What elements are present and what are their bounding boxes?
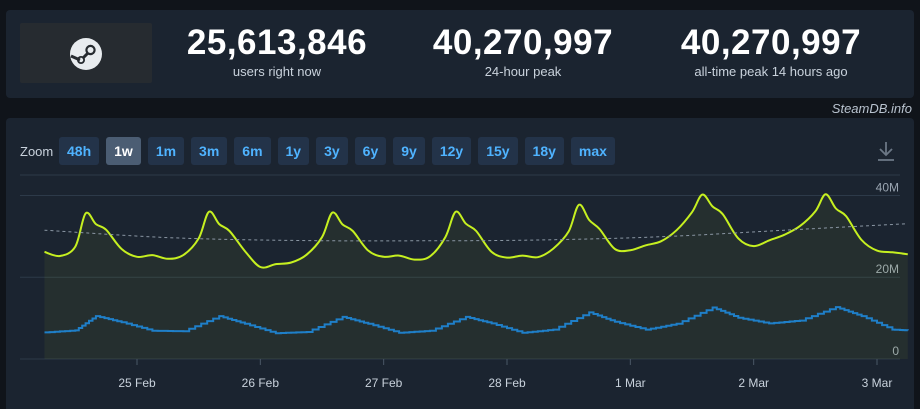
x-tick-label-3: 28 Feb bbox=[488, 376, 526, 390]
zoom-label: Zoom bbox=[20, 144, 54, 159]
in-game-line bbox=[44, 306, 909, 335]
zoom-button-12y[interactable]: 12y bbox=[431, 137, 472, 165]
steam-logo-icon bbox=[70, 38, 102, 70]
x-tick-label-0: 25 Feb bbox=[118, 376, 156, 390]
zoom-button-3m[interactable]: 3m bbox=[191, 137, 228, 165]
y-tick-label-0: 0 bbox=[892, 344, 899, 358]
x-tick-label-5: 2 Mar bbox=[738, 376, 769, 390]
x-tick-label-4: 1 Mar bbox=[615, 376, 646, 390]
zoom-buttons: 48h 1w 1m 3m 6m 1y 3y 6y 9y 12y 15y 18y max bbox=[59, 137, 615, 165]
stat-all-time-peak: 40,270,997 all-time peak 14 hours ago bbox=[668, 24, 874, 80]
zoom-button-15y[interactable]: 15y bbox=[478, 137, 518, 165]
24h-peak-value: 40,270,997 bbox=[432, 23, 614, 62]
y-tick-label-1: 20M bbox=[876, 262, 899, 276]
y-tick-label-2: 40M bbox=[876, 180, 899, 194]
zoom-button-3y[interactable]: 3y bbox=[316, 137, 348, 165]
zoom-button-max[interactable]: max bbox=[570, 137, 615, 165]
player-chart: 0 20M 40M 25 Feb 26 Feb 27 Feb 28 Feb 1 Mar 2 Ma… bbox=[20, 174, 909, 390]
current-users-label: users right now bbox=[232, 64, 322, 79]
stats-bar: 25,613,846 users right now 40,270,997 24… bbox=[6, 10, 914, 98]
x-tick-label-2: 27 Feb bbox=[365, 376, 403, 390]
zoom-button-1y[interactable]: 1y bbox=[277, 137, 310, 165]
zoom-button-48h[interactable]: 48h bbox=[59, 137, 100, 165]
stat-24h-peak: 40,270,997 24-hour peak bbox=[420, 24, 626, 80]
steam-logo[interactable] bbox=[20, 23, 152, 83]
zoom-button-9y[interactable]: 9y bbox=[393, 137, 425, 165]
trend-line bbox=[44, 223, 908, 242]
zoom-button-1m[interactable]: 1m bbox=[147, 137, 185, 165]
zoom-button-1w[interactable]: 1w bbox=[106, 137, 141, 165]
steamdb-credit[interactable]: SteamDB.info bbox=[831, 101, 912, 116]
zoom-button-18y[interactable]: 18y bbox=[524, 137, 564, 165]
all-time-peak-value: 40,270,997 bbox=[680, 23, 862, 62]
users-area bbox=[44, 194, 908, 359]
all-time-peak-label: all-time peak 14 hours ago bbox=[694, 64, 848, 79]
24h-peak-label: 24-hour peak bbox=[484, 64, 562, 79]
current-users-value: 25,613,846 bbox=[186, 23, 368, 62]
zoom-button-6y[interactable]: 6y bbox=[354, 137, 387, 165]
zoom-button-6m[interactable]: 6m bbox=[234, 137, 271, 165]
users-line bbox=[44, 193, 908, 269]
stat-current-users: 25,613,846 users right now bbox=[177, 24, 377, 80]
x-tick-label-6: 3 Mar bbox=[862, 376, 893, 390]
download-icon[interactable] bbox=[876, 140, 896, 162]
x-tick-label-1: 26 Feb bbox=[242, 376, 280, 390]
